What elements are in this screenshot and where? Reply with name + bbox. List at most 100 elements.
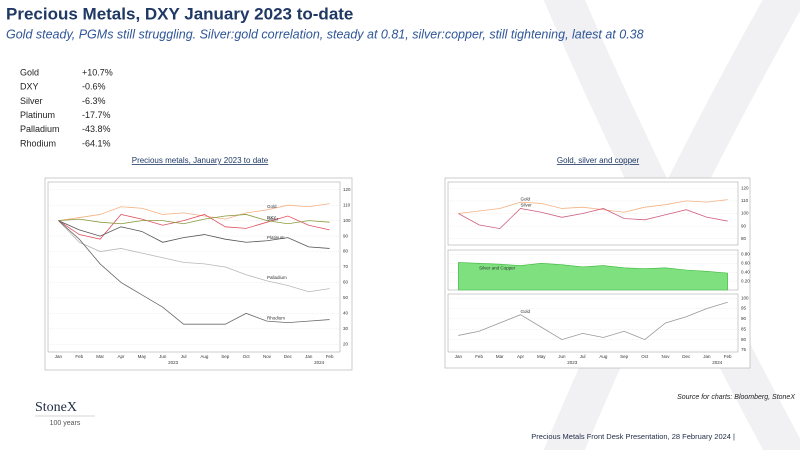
x-tick-label: Apr (517, 354, 525, 359)
line (58, 214, 330, 240)
y-tick-label: 0.20 (741, 278, 750, 283)
y-tick-label: 110 (741, 198, 749, 203)
x-tick-label: Jan (455, 354, 463, 359)
x-tick-label: Sep (620, 354, 629, 359)
x-group-label: 2023 (567, 360, 578, 365)
series-label: Gold (521, 309, 531, 314)
y-tick-label: 90 (741, 223, 747, 228)
line (58, 214, 330, 225)
plot-area (447, 293, 739, 353)
x-tick-label: Jan (55, 354, 63, 359)
metal-change: -17.7% (82, 110, 111, 120)
chart-frame (44, 177, 353, 371)
y-tick-label: 85 (741, 326, 747, 331)
y-tick-label: 110 (343, 202, 351, 207)
x-tick-label: Aug (599, 354, 608, 359)
x-tick-label: Oct (641, 354, 649, 359)
y-tick-label: 75 (741, 347, 747, 352)
line (458, 199, 728, 214)
y-tick-label: 40 (343, 311, 349, 316)
series-label: Gold (267, 204, 277, 209)
y-tick-label: 70 (343, 264, 349, 269)
line (458, 301, 728, 341)
series-label: Platinum (267, 235, 285, 240)
x-tick-label: Mar (496, 354, 504, 359)
y-tick-label: 0.40 (741, 269, 750, 274)
x-tick-label: Apr (117, 354, 125, 359)
y-tick-label: 100 (343, 218, 351, 223)
x-tick-label: Feb (326, 354, 334, 359)
x-tick-label: Mar (96, 354, 104, 359)
y-tick-label: 80 (343, 249, 349, 254)
y-tick-label: 20 (343, 341, 349, 346)
logo: StoneX (35, 400, 77, 415)
line (58, 220, 330, 325)
y-tick-label: 0.80 (741, 252, 750, 257)
x-tick-label: Jan (703, 354, 711, 359)
y-tick-label: 100 (741, 211, 749, 216)
x-tick-label: Dec (682, 354, 691, 359)
metal-name: Platinum (20, 110, 55, 120)
x-tick-label: Jan (305, 354, 313, 359)
y-tick-label: 0.60 (741, 261, 750, 266)
source: Source for charts: Bloomberg, StoneX (677, 394, 795, 401)
y-tick-label: 80 (741, 236, 747, 241)
y-tick-label: 120 (343, 187, 351, 192)
metal-name: Palladium (20, 124, 60, 134)
metal-change: -6.3% (82, 96, 106, 106)
line (458, 208, 728, 230)
x-tick-label: Jul (181, 354, 187, 359)
y-tick-label: 95 (741, 306, 747, 311)
metal-change: -64.1% (82, 138, 111, 148)
x-tick-label: May (138, 354, 147, 359)
series-label: Silver (521, 203, 533, 208)
line (58, 220, 330, 249)
x-tick-label: Jun (558, 354, 566, 359)
metal-name: DXY (20, 82, 39, 92)
metal-name: Silver (20, 96, 43, 106)
x-tick-label: Jul (580, 354, 586, 359)
series-label: Palladium (267, 275, 287, 280)
x-tick-label: Sep (221, 354, 230, 359)
x-tick-label: Dec (284, 354, 293, 359)
series-label: Rhodium (267, 315, 285, 320)
metal-name: Rhodium (20, 138, 56, 148)
x-tick-label: Nov (661, 354, 670, 359)
series-label: Silver and Copper (479, 266, 516, 271)
line (58, 203, 330, 222)
x-tick-label: Feb (75, 354, 83, 359)
logo-tagline: 100 years (50, 420, 81, 427)
x-group-label: 2023 (168, 360, 179, 365)
x-tick-label: Nov (263, 354, 272, 359)
performance-table: Gold +10.7% DXY -0.6% Silver -6.3% Platinum -17… (20, 67, 113, 148)
line (58, 220, 330, 293)
footer: Precious Metals Front Desk Presentation,… (531, 432, 735, 441)
y-tick-label: 90 (741, 316, 747, 321)
metal-name: Gold (20, 67, 39, 77)
x-tick-label: Feb (724, 354, 732, 359)
x-tick-label: Oct (243, 354, 251, 359)
caption: Precious metals, January 2023 to date (132, 156, 269, 165)
x-tick-label: Aug (200, 354, 209, 359)
subtitle: Gold steady, PGMs still struggling. Silv… (6, 27, 644, 41)
y-tick-label: 100 (741, 295, 749, 300)
x-group-label: 2024 (712, 360, 723, 365)
y-tick-label: 30 (343, 326, 349, 331)
y-tick-label: 60 (343, 280, 349, 285)
series-label: Gold (521, 196, 531, 201)
metal-change: +10.7% (82, 67, 113, 77)
series-label: DXY (267, 215, 276, 220)
x-tick-label: Jun (159, 354, 167, 359)
y-tick-label: 90 (343, 233, 349, 238)
x-tick-label: Feb (475, 354, 483, 359)
metal-change: -43.8% (82, 124, 111, 134)
y-tick-label: 80 (741, 337, 747, 342)
series-label: Silver (267, 216, 279, 221)
y-tick-label: 50 (343, 295, 349, 300)
metal-change: -0.6% (82, 82, 106, 92)
area (458, 262, 728, 291)
x-group-label: 2024 (314, 360, 325, 365)
x-tick-label: May (537, 354, 546, 359)
title: Precious Metals, DXY January 2023 to-dat… (6, 4, 353, 23)
